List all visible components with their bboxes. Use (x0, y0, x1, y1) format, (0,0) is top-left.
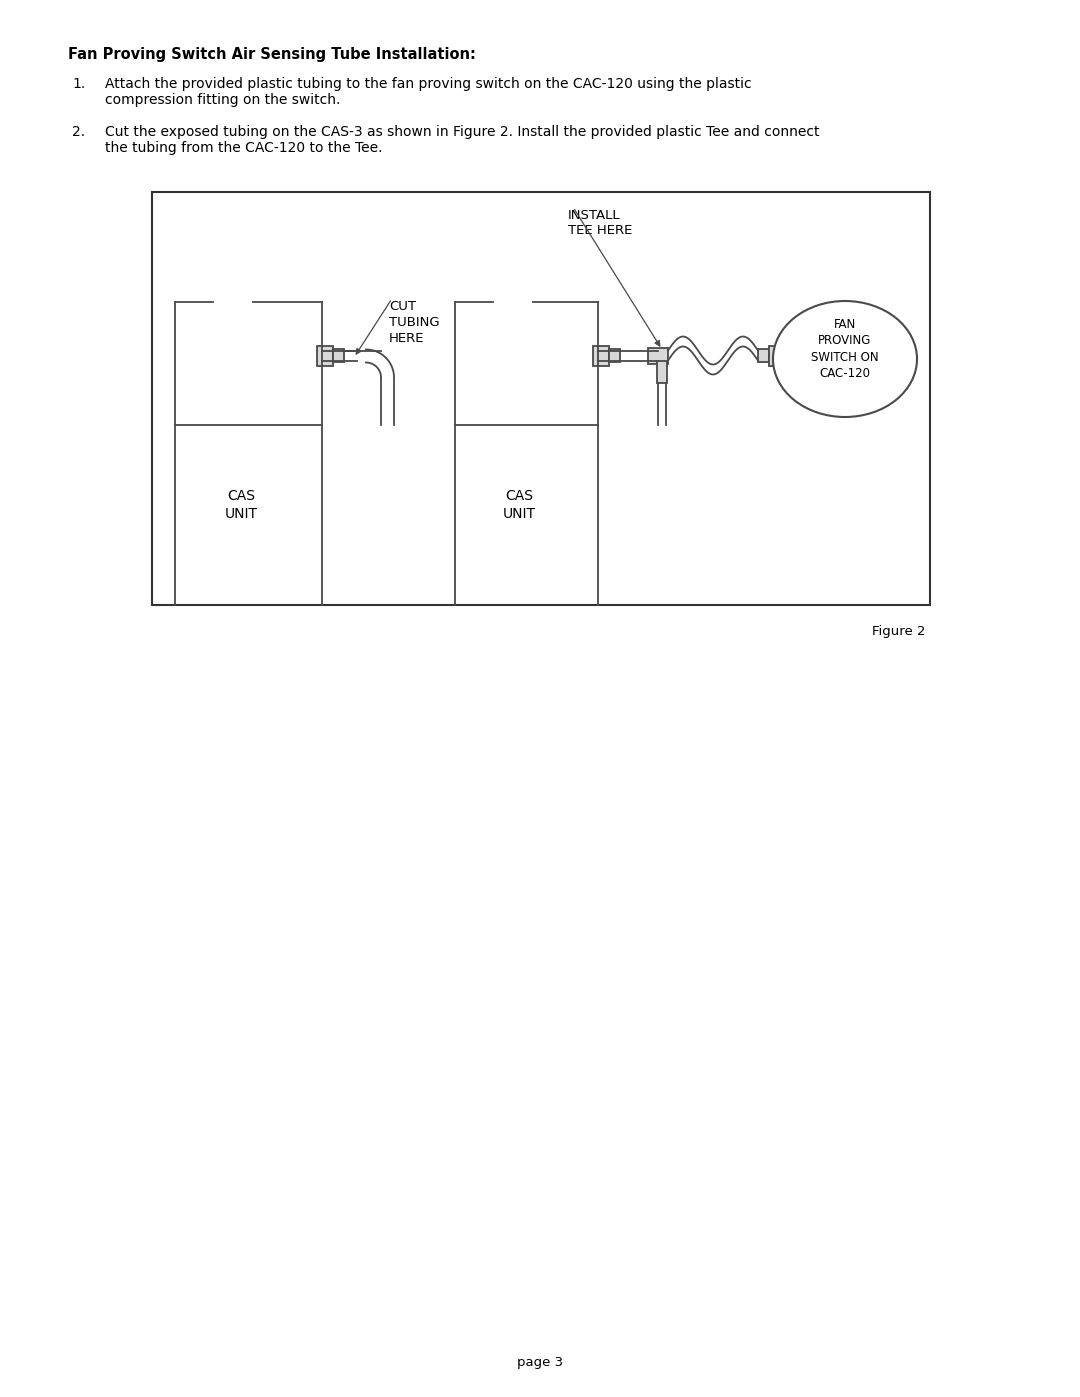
Bar (758, 349, 769, 362)
Text: CUT
TUBING
HERE: CUT TUBING HERE (389, 300, 440, 345)
Text: Attach the provided plastic tubing to the fan proving switch on the CAC-120 usin: Attach the provided plastic tubing to th… (105, 77, 752, 108)
Ellipse shape (773, 300, 917, 416)
Bar (318, 345, 333, 366)
Text: INSTALL
TEE HERE: INSTALL TEE HERE (568, 210, 633, 237)
Bar (593, 345, 609, 366)
Bar (657, 360, 667, 383)
Text: Cut the exposed tubing on the CAS-3 as shown in Figure 2. Install the provided p: Cut the exposed tubing on the CAS-3 as s… (105, 124, 820, 155)
Text: page 3: page 3 (517, 1356, 563, 1369)
Text: CAS
UNIT: CAS UNIT (503, 489, 536, 521)
Bar (152, 191, 930, 605)
Bar (769, 345, 785, 366)
Text: Fan Proving Switch Air Sensing Tube Installation:: Fan Proving Switch Air Sensing Tube Inst… (68, 47, 476, 61)
Bar (609, 349, 620, 362)
Text: 2.: 2. (72, 124, 85, 138)
Bar (648, 348, 669, 363)
Text: 1.: 1. (72, 77, 85, 91)
Text: FAN
PROVING
SWITCH ON
CAC-120: FAN PROVING SWITCH ON CAC-120 (811, 317, 879, 380)
Text: CAS
UNIT: CAS UNIT (225, 489, 258, 521)
Bar (333, 349, 345, 362)
Text: Figure 2: Figure 2 (872, 624, 924, 638)
